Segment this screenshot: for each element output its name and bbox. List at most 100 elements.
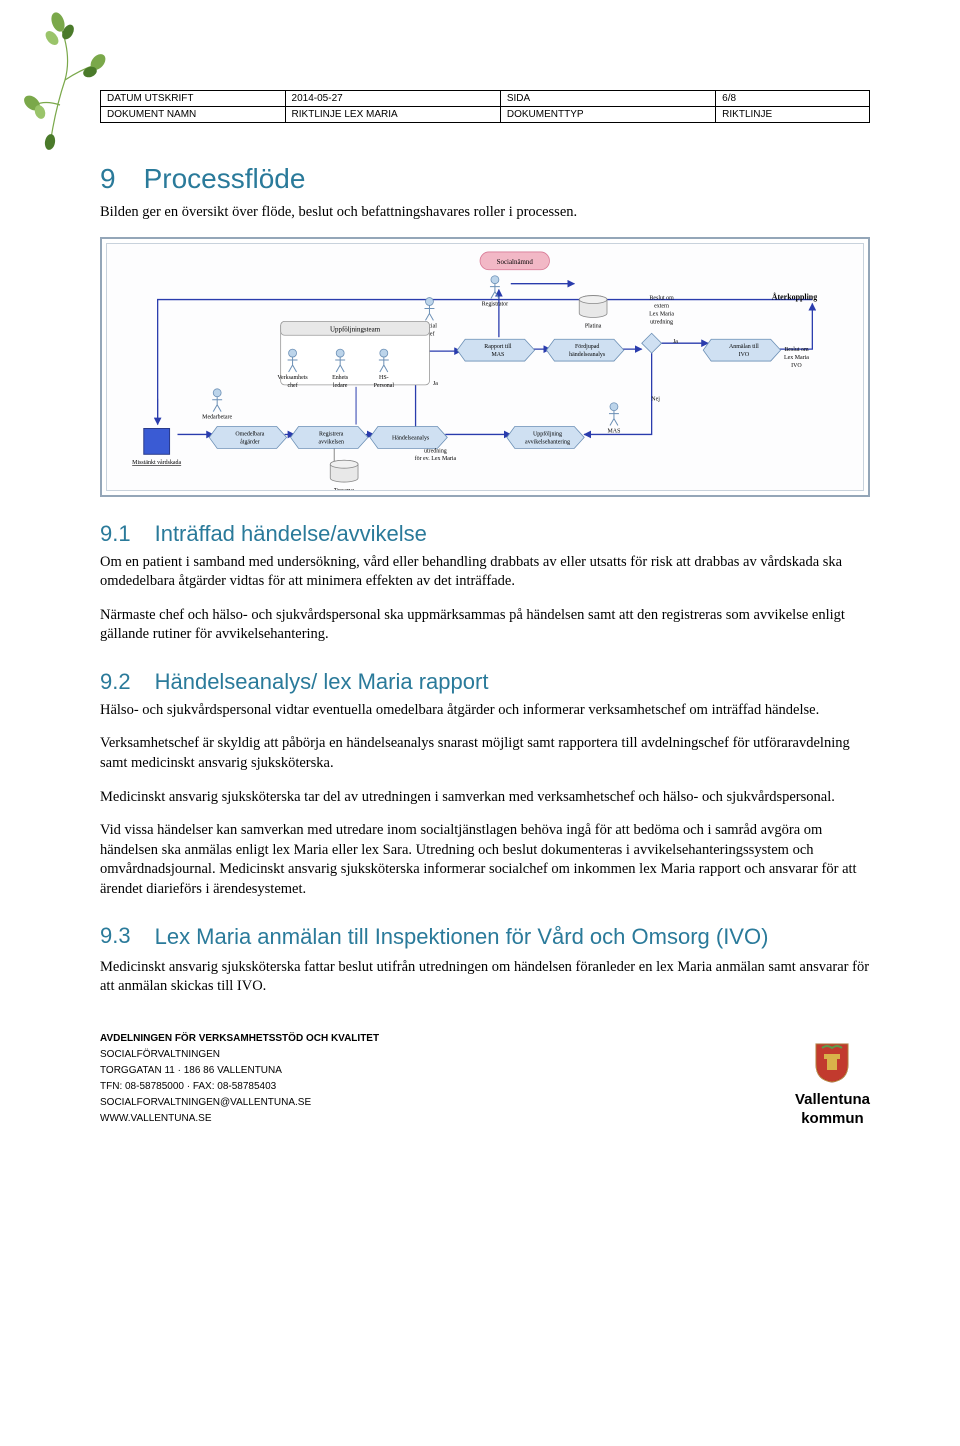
- document-header-table: DATUM UTSKRIFT 2014-05-27 SIDA 6/8 DOKUM…: [100, 90, 870, 123]
- section-9-intro: Bilden ger en översikt över flöde, beslu…: [100, 203, 870, 223]
- hdr-doctype-value: RIKTLINJE: [716, 107, 870, 123]
- logo-text-1: Vallentuna: [795, 1092, 870, 1109]
- svg-text:Händelseanalys: Händelseanalys: [392, 435, 430, 441]
- footer-phone: TFN: 08-58785000 · FAX: 08-58785403: [100, 1079, 870, 1095]
- svg-text:för ev. Lex Maria: för ev. Lex Maria: [415, 455, 457, 462]
- svg-text:avvikelsehantering: avvikelsehantering: [525, 439, 570, 445]
- svg-text:chef: chef: [287, 381, 297, 388]
- svg-text:Omedelbara: Omedelbara: [235, 431, 264, 437]
- footer-email: SOCIALFORVALTNINGEN@VALLENTUNA.SE: [100, 1095, 870, 1111]
- svg-text:Verksamhets: Verksamhets: [277, 374, 308, 380]
- svg-text:Beslut om: Beslut om: [649, 295, 674, 301]
- section-91-title: Inträffad händelse/avvikelse: [155, 521, 427, 547]
- node-ja1: Ja: [433, 380, 438, 386]
- section-9-title: Processflöde: [144, 163, 306, 195]
- svg-text:Fördjupad: Fördjupad: [575, 344, 599, 350]
- node-uppfoljning: Uppföljning avvikelsehantering: [507, 426, 584, 448]
- node-socialnamnd: Socialnämnd: [480, 251, 549, 269]
- svg-text:ledare: ledare: [333, 382, 348, 388]
- svg-text:Misstänkt vårdskada: Misstänkt vårdskada: [132, 459, 181, 466]
- footer-address: TORGGATAN 11 · 186 86 VALLENTUNA: [100, 1063, 870, 1079]
- node-anmalan_ivo: Anmälan tillIVO: [703, 339, 780, 361]
- svg-text:MAS: MAS: [491, 352, 504, 358]
- section-91-p1: Om en patient i samband med undersökning…: [100, 553, 870, 592]
- svg-text:HS-: HS-: [379, 374, 389, 380]
- section-92-p1: Hälso- och sjukvårdspersonal vidtar even…: [100, 701, 870, 721]
- footer-dept: AVDELNINGEN FÖR VERKSAMHETSSTÖD OCH KVAL…: [100, 1031, 870, 1047]
- node-medarbetare: Medarbetare: [202, 388, 232, 420]
- section-93-num: 9.3: [100, 923, 131, 949]
- section-93-heading: 9.3 Lex Maria anmälan till Inspektionen …: [100, 923, 870, 952]
- svg-text:Personal: Personal: [374, 382, 395, 388]
- svg-text:Lex Maria: Lex Maria: [784, 355, 809, 361]
- hdr-docname-value: RIKTLINJE LEX MARIA: [285, 107, 500, 123]
- municipality-logo: Vallentuna kommun: [795, 1040, 870, 1127]
- svg-text:Uppföljning: Uppföljning: [533, 430, 562, 437]
- hdr-page-value: 6/8: [716, 91, 870, 107]
- svg-text:Registrera: Registrera: [319, 431, 344, 437]
- node-fordjupad: Fördjupad händelseanalys: [547, 339, 624, 361]
- hdr-page-label: SIDA: [500, 91, 715, 107]
- logo-text-2: kommun: [795, 1111, 870, 1128]
- node-ja2: Ja: [673, 339, 678, 345]
- svg-text:IVO: IVO: [791, 363, 802, 369]
- section-91-p2: Närmaste chef och hälso- och sjukvårdspe…: [100, 606, 870, 645]
- svg-text:Rapport till: Rapport till: [484, 344, 512, 350]
- process-flow-diagram: SocialnämndRegistratorSocialchefPlatinaU…: [100, 237, 870, 497]
- node-platina: Platina: [579, 295, 607, 329]
- hdr-date-value: 2014-05-27: [285, 91, 500, 107]
- section-92-p3: Medicinskt ansvarig sjuksköterska tar de…: [100, 788, 870, 808]
- page-footer: AVDELNINGEN FÖR VERKSAMHETSSTÖD OCH KVAL…: [100, 1031, 870, 1127]
- node-beslut_ivo: Beslut om Lex Maria IVO: [784, 347, 809, 369]
- section-92-p4: Vid vissa händelser kan samverkan med ut…: [100, 821, 870, 899]
- svg-text:avvikelsen: avvikelsen: [319, 439, 344, 445]
- section-91-heading: 9.1 Inträffad händelse/avvikelse: [100, 521, 870, 547]
- svg-text:MAS: MAS: [608, 428, 621, 434]
- svg-text:åtgärder: åtgärder: [240, 438, 259, 445]
- section-91-num: 9.1: [100, 521, 131, 547]
- svg-text:Uppföljningsteam: Uppföljningsteam: [330, 325, 381, 333]
- svg-text:Ja: Ja: [673, 339, 678, 345]
- section-92-heading: 9.2 Händelseanalys/ lex Maria rapport: [100, 669, 870, 695]
- node-registrera: Registrera avvikelsen: [291, 426, 368, 448]
- svg-text:Registrator: Registrator: [482, 301, 508, 307]
- svg-text:extern: extern: [654, 303, 669, 309]
- svg-text:Socialnämnd: Socialnämnd: [497, 257, 534, 265]
- svg-text:utredning: utredning: [424, 448, 447, 454]
- node-beslut_extern: Beslut om extern Lex Maria utredning: [649, 295, 674, 325]
- section-93-title: Lex Maria anmälan till Inspektionen för …: [155, 923, 769, 952]
- crest-icon: [812, 1040, 852, 1084]
- section-92-title: Händelseanalys/ lex Maria rapport: [155, 669, 489, 695]
- node-nej: Nej: [651, 396, 660, 402]
- hdr-doctype-label: DOKUMENTTYP: [500, 107, 715, 123]
- svg-text:Nej: Nej: [651, 396, 660, 402]
- svg-text:Lex Maria: Lex Maria: [649, 311, 674, 317]
- node-misstankt: Misstänkt vårdskada: [132, 428, 181, 466]
- svg-text:Medarbetare: Medarbetare: [202, 414, 232, 420]
- svg-text:Anmälan till: Anmälan till: [729, 344, 759, 350]
- svg-text:Treserva: Treserva: [334, 488, 355, 490]
- svg-text:Återkoppling: Återkoppling: [772, 292, 817, 301]
- section-92-num: 9.2: [100, 669, 131, 695]
- section-9-num: 9: [100, 163, 116, 195]
- footer-url: WWW.VALLENTUNA.SE: [100, 1111, 870, 1127]
- svg-text:händelseanalys: händelseanalys: [569, 352, 606, 358]
- node-omedelbara: Omedelbaraåtgärder: [209, 426, 286, 448]
- footer-org: SOCIALFÖRVALTNINGEN: [100, 1047, 870, 1063]
- section-92-p2: Verksamhetschef är skyldig att påbörja e…: [100, 734, 870, 773]
- node-rapport_mas: Rapport till MAS: [457, 339, 534, 361]
- node-aterkoppling: Återkoppling: [772, 292, 817, 301]
- node-decision1: [642, 333, 662, 353]
- node-handelseanalys: Händelseanalys: [370, 426, 447, 448]
- svg-text:Ja: Ja: [433, 380, 438, 386]
- node-mas: MAS: [608, 402, 621, 434]
- svg-text:Platina: Platina: [585, 323, 602, 329]
- svg-text:utredning: utredning: [650, 319, 673, 325]
- node-treserva: Treserva: [330, 460, 358, 490]
- node-utredning: utredningför ev. Lex Maria: [415, 448, 457, 462]
- node-registrator: Registrator: [482, 275, 508, 307]
- section-93-p1: Medicinskt ansvarig sjuksköterska fattar…: [100, 958, 870, 997]
- svg-text:Enhets: Enhets: [332, 374, 349, 380]
- svg-text:Beslut om: Beslut om: [784, 347, 809, 353]
- section-9-heading: 9 Processflöde: [100, 163, 870, 195]
